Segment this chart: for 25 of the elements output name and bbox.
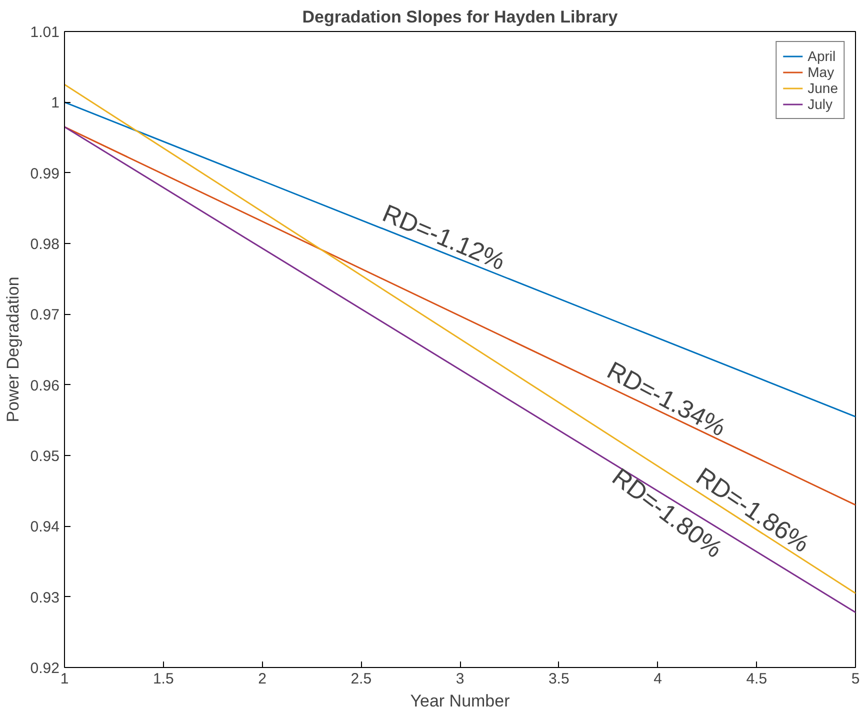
x-tick-label: 1.5 <box>152 670 174 688</box>
legend-label: May <box>808 64 834 80</box>
x-tick-label: 5 <box>851 670 860 688</box>
y-tick-label: 1 <box>51 94 60 112</box>
y-tick-label: 0.98 <box>30 236 60 253</box>
y-tick-label: 0.97 <box>30 306 60 324</box>
x-tick-label: 4.5 <box>746 670 768 688</box>
x-tick-label: 4 <box>654 670 662 688</box>
y-tick-label: 1.01 <box>30 24 60 41</box>
legend-label: April <box>808 48 836 64</box>
legend-label: June <box>808 80 838 96</box>
y-tick-label: 0.92 <box>30 660 60 677</box>
y-tick-label: 0.95 <box>30 448 60 465</box>
legend-label: July <box>808 96 833 112</box>
x-tick-label: 2.5 <box>350 670 372 688</box>
x-axis-title: Year Number <box>410 692 510 710</box>
chart-title: Degradation Slopes for Hayden Library <box>302 8 618 26</box>
y-tick-label: 0.96 <box>30 377 60 394</box>
y-tick-label: 0.94 <box>30 518 60 536</box>
x-tick-label: 2 <box>258 670 266 688</box>
y-axis-title: Power Degradation <box>3 276 22 422</box>
x-tick-label: 3 <box>456 670 464 688</box>
x-tick-label: 3.5 <box>548 670 570 688</box>
y-tick-label: 0.93 <box>30 589 60 606</box>
y-tick-label: 0.99 <box>30 165 60 182</box>
